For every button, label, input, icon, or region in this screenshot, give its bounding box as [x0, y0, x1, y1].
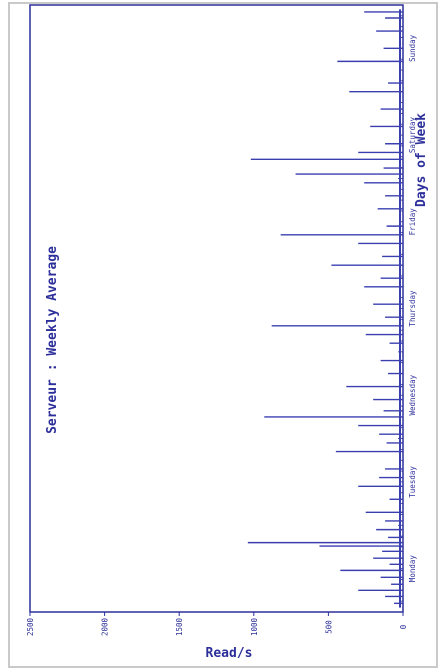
day-label: Sunday [408, 34, 417, 62]
outer-border [8, 2, 438, 668]
day-label: Monday [408, 555, 417, 583]
y-tick-label: 1500 [175, 617, 184, 636]
day-label: Friday [408, 208, 417, 236]
data-series [247, 9, 403, 608]
y-axis-label: Read/s [206, 646, 253, 661]
day-label: Saturday [408, 117, 417, 154]
day-label: Thursday [408, 290, 417, 327]
y-tick-label: 500 [324, 620, 333, 634]
day-label: Wednesday [408, 374, 417, 415]
x-axis-label: Days of Week [414, 113, 429, 207]
y-tick-label: 2500 [26, 617, 35, 636]
y-tick-label: 1000 [250, 617, 259, 636]
y-tick-label: 2000 [101, 617, 110, 636]
day-labels: Monday Tuesday Wednesday Thursday Friday Satu… [408, 34, 417, 582]
day-label: Tuesday [408, 466, 417, 498]
chart-title: Serveur : Weekly Average [45, 246, 60, 434]
tick-labels: 0 500 1000 1500 2000 2500 [26, 617, 408, 636]
y-tick-label: 0 [399, 624, 408, 629]
